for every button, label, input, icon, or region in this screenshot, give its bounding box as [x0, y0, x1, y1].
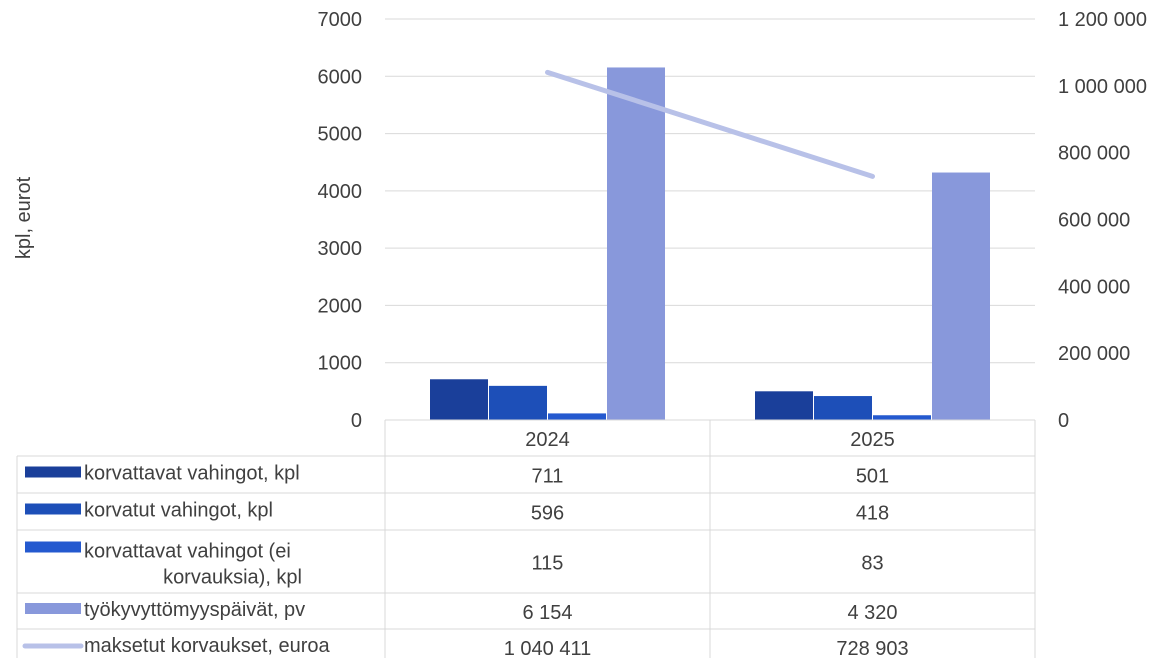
y2-tick-label: 800 000	[1058, 143, 1130, 165]
table-cell-value: 1 040 411	[504, 638, 592, 658]
line-series	[545, 69, 875, 179]
y-tick-label: 3000	[318, 238, 363, 260]
y2-tick-label: 200 000	[1058, 343, 1130, 365]
bar	[932, 172, 990, 420]
table-cell-value: 418	[856, 503, 889, 525]
y-tick-label: 4000	[318, 181, 363, 203]
bar	[814, 396, 872, 420]
gridlines	[385, 18, 1035, 364]
y2-tick-label: 600 000	[1058, 210, 1130, 232]
table-cell-value: 4 320	[847, 602, 897, 624]
y2-tick-label: 0	[1058, 410, 1069, 432]
table-cell-value: 115	[532, 553, 564, 575]
y-tick-label: 6000	[318, 66, 363, 88]
legend-swatch	[25, 541, 81, 553]
y-tick-label: 5000	[318, 124, 363, 146]
y-tick-label: 0	[351, 410, 362, 432]
bar	[489, 385, 547, 420]
y-tick-label: 2000	[318, 295, 363, 317]
bar	[755, 391, 813, 420]
y2-tick-label: 1 200 000	[1058, 9, 1147, 31]
legend-label: korvatut vahingot, kpl	[84, 500, 273, 522]
legend-swatch	[25, 503, 81, 515]
legend-swatch	[25, 603, 81, 614]
bar	[607, 67, 665, 420]
y2-tick-label: 1 000 000	[1058, 76, 1147, 98]
y-tick-label: 7000	[318, 9, 363, 31]
bar	[873, 415, 931, 420]
table-cell-value: 596	[531, 503, 564, 525]
y-axis-label: kpl, eurot	[13, 176, 35, 259]
line-marks	[545, 69, 875, 179]
table-cell-value: 728 903	[836, 638, 908, 658]
table-cell-value: 83	[861, 553, 883, 575]
x-tick-label: 2025	[850, 429, 895, 451]
table-cell-value: 6 154	[522, 602, 572, 624]
data-table: 2024 2025 korvattavat vahingot, kpl 711 501 k…	[16, 419, 1036, 658]
legend-label: korvauksia), kpl	[163, 567, 302, 589]
legend-swatch	[25, 466, 81, 478]
right-axis-ticks: 0 200 000 400 000 600 000 800 000 1 000 000 1 …	[1058, 9, 1147, 432]
bar-marks	[430, 67, 990, 420]
bar	[430, 379, 488, 420]
bar	[548, 413, 606, 420]
legend-label: maksetut korvaukset, euroa	[84, 635, 331, 657]
legend-label: korvattavat vahingot, kpl	[84, 463, 300, 485]
table-cell-value: 501	[856, 466, 889, 488]
legend-label: korvattavat vahingot (ei	[84, 541, 291, 563]
x-tick-label: 2024	[525, 429, 570, 451]
legend-label: työkyvyttömyyspäivät, pv	[84, 599, 305, 621]
y2-tick-label: 400 000	[1058, 276, 1130, 298]
table-cell-value: 711	[532, 466, 564, 488]
left-axis-ticks: 0 1000 2000 3000 4000 5000 6000 7000	[318, 9, 363, 432]
y-tick-label: 1000	[318, 353, 363, 375]
